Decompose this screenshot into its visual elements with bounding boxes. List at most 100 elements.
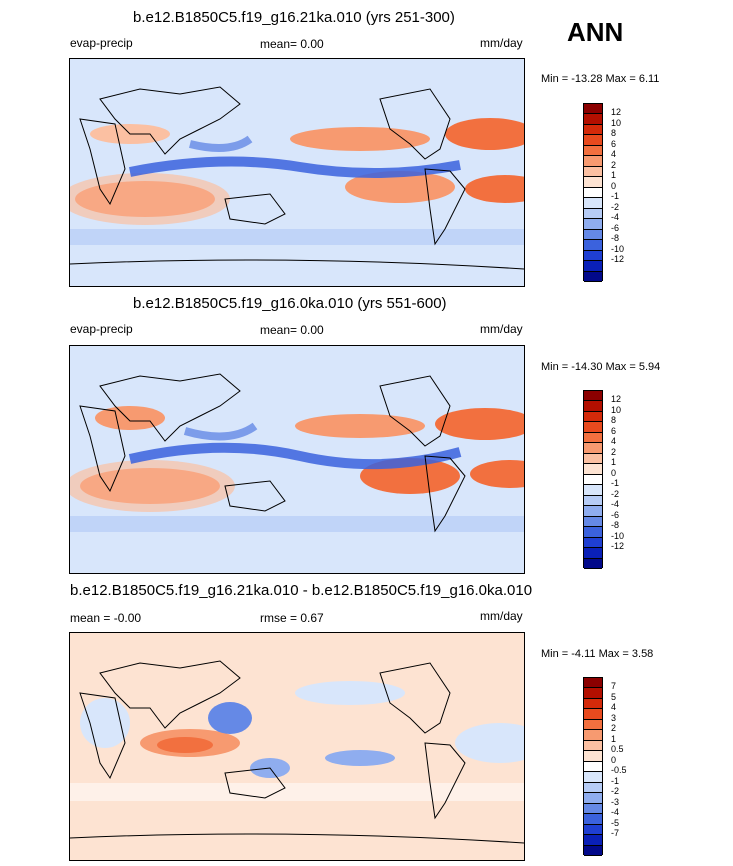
panel3-north-pacific-negative	[295, 681, 405, 705]
panel2-map	[69, 345, 525, 574]
panel1-maritime-precip	[189, 135, 253, 152]
panel2-south-atlantic-evap	[470, 460, 524, 488]
panel2-map-svg	[70, 346, 524, 573]
panel3-colorbar-swatch	[584, 845, 602, 856]
panel2-maritime-precip	[183, 422, 258, 441]
panel3-colorbar-tick-label: -5	[611, 817, 620, 828]
panel3-units-label: mm/day	[480, 609, 523, 623]
panel1-colorbar-tick-label: -4	[611, 212, 620, 223]
panel1-colorbar-swatch	[584, 250, 602, 262]
panel2-colorbar-swatch	[584, 527, 602, 538]
panel1-colorbar-tick-label: 0	[611, 180, 617, 191]
panel1-colorbar-swatch	[584, 240, 602, 251]
panel3-colorbar-swatch	[584, 814, 602, 825]
panel2-colorbar-swatch	[584, 506, 602, 517]
panel2-colorbar-tick-label: -4	[611, 499, 620, 510]
panel2-colorbar-tick-label: 0	[611, 467, 617, 478]
panel1-colorbar-tick-label: 4	[611, 149, 617, 160]
panel3-colorbar-swatch	[584, 688, 602, 699]
panel1-colorbar-swatch	[584, 104, 602, 115]
panel2-colorbar-swatch	[584, 411, 602, 423]
panel1-coastlines	[70, 86, 524, 270]
panel3-colorbar-swatch	[584, 761, 602, 773]
panel1-colorbar-tick-label: 8	[611, 128, 617, 139]
panel3-colorbar-tick-label: -4	[611, 807, 620, 818]
panel2-colorbar-swatch	[584, 391, 602, 402]
panel2-colorbar-tick-label: 6	[611, 425, 617, 436]
season-label: ANN	[567, 17, 624, 47]
panel2-colorbar-tick-label: 8	[611, 415, 617, 426]
panel1-colorbar-swatch	[584, 229, 602, 241]
panel3-colorbar-swatch	[584, 835, 602, 846]
panel1-colorbar-tick-label: -10	[611, 243, 625, 254]
panel1-colorbar-swatch	[584, 166, 602, 178]
panel3-colorbar-tick-label: 4	[611, 702, 617, 713]
panel3-colorbar-swatch	[584, 803, 602, 815]
panel2-colorbar	[583, 390, 603, 569]
panel1-colorbar-tick-label: -12	[611, 254, 625, 265]
panel1-colorbar-tick-label: 12	[611, 107, 622, 118]
panel3-colorbar-swatch	[584, 793, 602, 804]
panel3-colorbar-tick-label: 0	[611, 754, 617, 765]
panel1-mean-label: mean= 0.00	[260, 37, 324, 51]
panel2-colorbar-tick-label: -2	[611, 488, 620, 499]
panel1-colorbar-swatch	[584, 187, 602, 199]
panel2-mean-label: mean= 0.00	[260, 323, 324, 337]
panel2-colorbar-tick-label: -1	[611, 478, 620, 489]
panel3-africa-negative	[80, 698, 130, 748]
panel3-colorbar-tick-label: -0.5	[611, 765, 627, 776]
panel2-southern-ocean-band	[70, 516, 524, 532]
panel1-colorbar-tick-label: -6	[611, 222, 620, 233]
panel2-minmax: Min = -14.30 Max = 5.94	[541, 361, 661, 373]
panel3-colorbar-swatch	[584, 740, 602, 752]
panel1-colorbar-swatch	[584, 145, 602, 157]
panel2-colorbar-tick-label: 4	[611, 436, 617, 447]
panel2-colorbar-swatch	[584, 422, 602, 433]
panel2-colorbar-swatch	[584, 432, 602, 444]
panel2-colorbar-swatch	[584, 495, 602, 507]
panel1-colorbar-swatch	[584, 156, 602, 167]
panel1-colorbar-tick-label: -1	[611, 191, 620, 202]
panel1-minmax: Min = -13.28 Max = 6.11	[541, 73, 660, 85]
panel2-variable-label: evap-precip	[70, 322, 133, 336]
panel1-colorbar-swatch	[584, 219, 602, 230]
panel1-colorbar-tick-label: -8	[611, 233, 620, 244]
panel3-coastlines	[70, 660, 524, 844]
panel2-colorbar-swatch	[584, 537, 602, 549]
panel1-north-pacific-evap	[290, 127, 430, 151]
panel2-units-label: mm/day	[480, 322, 523, 336]
panel3-colorbar-swatch	[584, 678, 602, 689]
panel3-colorbar-swatch	[584, 824, 602, 836]
panel3-minmax: Min = -4.11 Max = 3.58	[541, 648, 654, 660]
panel1-colorbar	[583, 103, 603, 282]
panel3-colorbar-swatch	[584, 698, 602, 710]
panel3-map	[69, 632, 525, 861]
panel1-south-pacific-evap	[345, 171, 455, 203]
panel3-colorbar-swatch	[584, 782, 602, 794]
panel3-colorbar-tick-label: 3	[611, 712, 617, 723]
panel1-southern-ocean-band	[70, 229, 524, 245]
panel2-title: b.e12.B1850C5.f19_g16.0ka.010 (yrs 551-6…	[133, 295, 447, 312]
panel1-units-label: mm/day	[480, 36, 523, 50]
panel1-colorbar-tick-label: 2	[611, 159, 617, 170]
panel3-map-svg	[70, 633, 524, 860]
panel2-colorbar-swatch	[584, 401, 602, 412]
panel2-colorbar-tick-label: 1	[611, 457, 617, 468]
panel3-colorbar-swatch	[584, 719, 602, 731]
panel2-itcz-band	[128, 442, 462, 470]
panel2-colorbar-swatch	[584, 464, 602, 475]
panel2-colorbar-swatch	[584, 516, 602, 528]
panel1-map	[69, 58, 525, 287]
panel1-variable-label: evap-precip	[70, 36, 133, 50]
panel2-colorbar-swatch	[584, 474, 602, 486]
panel3-pacific-negative	[325, 750, 395, 766]
panel3-maritime-negative	[208, 702, 252, 734]
panel3-atlantic-negative	[455, 723, 524, 763]
panel2-colorbar-tick-label: -8	[611, 520, 620, 531]
panel1-colorbar-swatch	[584, 208, 602, 220]
panel2-colorbar-tick-label: 2	[611, 446, 617, 457]
panel2-colorbar-swatch	[584, 485, 602, 496]
panel1-title: b.e12.B1850C5.f19_g16.21ka.010 (yrs 251-…	[133, 9, 455, 26]
panel2-north-atlantic-evap	[435, 408, 524, 440]
panel3-mean-label: mean = -0.00	[70, 611, 142, 625]
